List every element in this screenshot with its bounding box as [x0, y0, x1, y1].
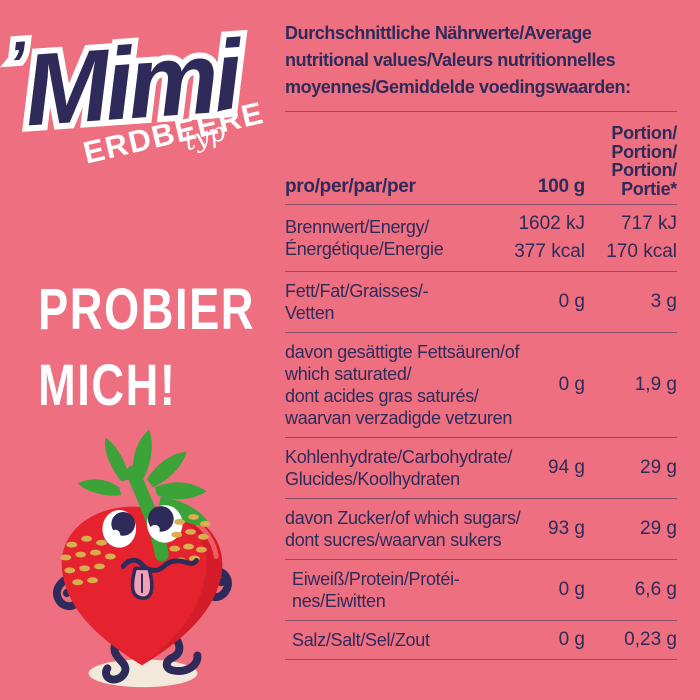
table-row: Brennwert/Energy/Énergétique/Energie 1602… — [285, 205, 677, 272]
nutrition-title-line: Durchschnittliche Nährwerte/Average — [285, 23, 592, 43]
row-label: Salz/Salt/Sel/Zout — [285, 629, 497, 651]
value-per-portion: 29 g — [585, 518, 677, 540]
tagline-line2: MICH! — [38, 353, 177, 418]
row-label: davon Zucker/of which sugars/dont sucres… — [285, 507, 521, 551]
portion-header-line: Portion/ — [611, 123, 677, 143]
row-label-line: dont sucres/waarvan sukers — [285, 530, 502, 550]
row-label: Brennwert/Energy/Énergétique/Energie — [285, 216, 497, 260]
value-line: 377 kcal — [514, 241, 585, 262]
row-label-line: davon Zucker/of which sugars/ — [285, 508, 521, 528]
table-row: Salz/Salt/Sel/Zout 0 g 0,23 g — [285, 621, 677, 660]
column-header-100g: 100 g — [537, 176, 585, 197]
nutrition-title: Durchschnittliche Nährwerte/Average nutri… — [285, 20, 677, 112]
value-line: 0 g — [558, 629, 585, 650]
nutrition-table-body: Brennwert/Energy/Énergétique/Energie 1602… — [285, 205, 677, 660]
value-per-100g: 94 g — [497, 457, 585, 479]
table-row: davon gesättigte Fettsäuren/of which satu… — [285, 333, 677, 438]
nutrition-title-line: moyennes/Gemiddelde voedingswaarden: — [285, 77, 631, 97]
row-label-line: waarvan verzadigde vetzuren — [285, 408, 513, 428]
row-label-line: Brennwert/Energy/ — [285, 217, 429, 237]
value-line: 0 g — [558, 579, 585, 600]
row-label-line: dont acides gras saturés/ — [285, 386, 479, 406]
value-per-portion: 3 g — [585, 291, 677, 313]
value-line: 6,6 g — [634, 579, 677, 600]
row-label-line: Kohlenhydrate/Carbohydrate/ — [285, 447, 513, 467]
value-per-portion: 0,23 g — [585, 629, 677, 651]
mascot-legs — [102, 627, 202, 684]
mascot-eyes — [102, 505, 183, 548]
row-label-line: nes/Eiwitten — [292, 591, 386, 611]
row-label-line: Eiweiß/Protein/Protéi- — [292, 569, 460, 589]
portion-header-line: Portie* — [621, 178, 677, 199]
value-line: 29 g — [640, 518, 677, 539]
nutrition-table-header: pro/per/par/per 100 g Portion/Portion/Po… — [285, 112, 677, 205]
tagline-line1: PROBIER — [38, 277, 256, 342]
value-line: 0 g — [558, 374, 585, 395]
portion-header-line: Portion/ — [611, 160, 677, 180]
column-header-portion: Portion/Portion/Portion/Portie* — [585, 124, 677, 198]
portion-header-line: Portion/ — [611, 141, 677, 162]
mascot-mouth — [120, 557, 199, 573]
row-label-line: davon gesättigte Fettsäuren/of — [285, 342, 520, 362]
table-row: Kohlenhydrate/Carbohydrate/Glucides/Kool… — [285, 438, 677, 499]
value-per-100g: 0 g — [497, 629, 585, 651]
value-line: 0,23 g — [624, 629, 677, 650]
value-per-100g: 0 g — [497, 579, 585, 601]
value-per-100g: 0 g — [497, 291, 585, 313]
row-label: Eiweiß/Protein/Protéi-nes/Eiwitten — [285, 568, 497, 612]
value-line: 170 kcal — [606, 241, 677, 262]
row-label: Fett/Fat/Graisses/- Vetten — [285, 280, 497, 324]
table-row: Fett/Fat/Graisses/- Vetten 0 g 3 g — [285, 272, 677, 333]
row-label: davon gesättigte Fettsäuren/of which satu… — [285, 341, 520, 429]
value-line: 94 g — [548, 457, 585, 478]
row-label-line: which saturated/ — [285, 364, 412, 384]
row-label-line: Salz/Salt/Sel/Zout — [292, 630, 430, 650]
value-per-100g: 1602 kJ 377 kcal — [497, 213, 585, 263]
table-row: davon Zucker/of which sugars/dont sucres… — [285, 499, 677, 560]
value-per-portion: 717 kJ 170 kcal — [585, 213, 677, 263]
value-line: 29 g — [640, 457, 677, 478]
column-header-per: pro/per/par/per — [285, 176, 416, 197]
mascot-freckles — [60, 513, 211, 586]
value-per-portion: 6,6 g — [585, 579, 677, 601]
row-label-line: Énergétique/Energie — [285, 239, 444, 259]
value-line: 93 g — [548, 518, 585, 539]
value-per-100g: 93 g — [497, 518, 585, 540]
value-line: 717 kJ — [621, 213, 677, 234]
row-label: Kohlenhydrate/Carbohydrate/Glucides/Kool… — [285, 446, 513, 490]
value-line: 0 g — [558, 291, 585, 312]
mascot-body-shade — [142, 506, 223, 666]
strawberry-mascot-illustration — [53, 429, 232, 688]
nutrition-title-line: nutritional values/Valeurs nutritionnell… — [285, 50, 616, 70]
value-per-portion: 1,9 g — [585, 374, 677, 396]
row-label-line: Vetten — [285, 303, 335, 323]
value-per-100g: 0 g — [497, 374, 585, 396]
nutrition-panel: Durchschnittliche Nährwerte/Average nutri… — [285, 20, 677, 660]
value-line: 1,9 g — [634, 374, 677, 395]
mascot-leaf-crown — [77, 429, 211, 562]
row-label-line: Glucides/Koolhydraten — [285, 469, 460, 489]
table-row: Eiweiß/Protein/Protéi-nes/Eiwitten 0 g 6,6… — [285, 560, 677, 621]
tagline: PROBIER MICH! — [38, 272, 316, 424]
value-per-portion: 29 g — [585, 457, 677, 479]
value-line: 3 g — [650, 291, 677, 312]
row-label-line: Fett/Fat/Graisses/- — [285, 281, 429, 301]
value-line: 1602 kJ — [518, 213, 585, 234]
